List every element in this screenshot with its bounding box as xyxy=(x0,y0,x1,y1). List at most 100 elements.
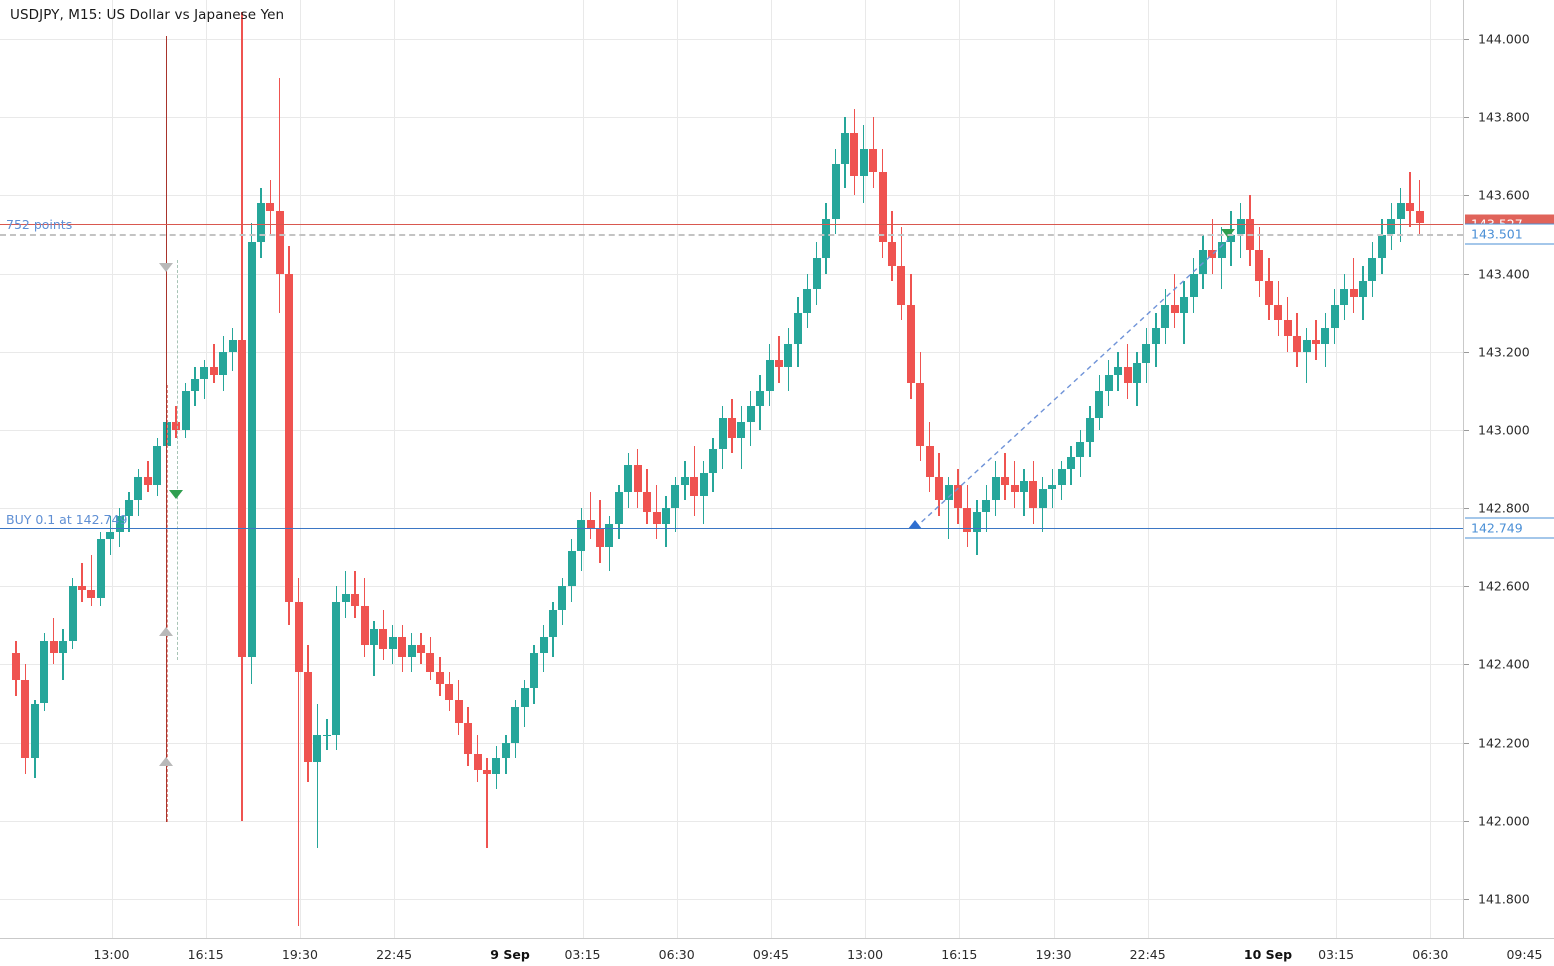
candle-bearish xyxy=(143,476,152,485)
candle-bullish xyxy=(1161,304,1170,329)
candle-wick xyxy=(1352,257,1355,313)
position-up-triangle[interactable] xyxy=(159,627,173,636)
price-tick-label: 142.800 xyxy=(1478,500,1530,516)
candle-bullish xyxy=(822,218,831,258)
time-tick-label: 13:00 xyxy=(847,947,884,962)
candle-bullish xyxy=(134,476,143,501)
current-price-line[interactable] xyxy=(0,223,1463,225)
candle-bullish xyxy=(313,734,322,763)
candle-bullish xyxy=(1368,257,1377,282)
candle-bearish xyxy=(1406,203,1415,212)
candle-bearish xyxy=(878,171,887,243)
sell-entry-down-triangle[interactable] xyxy=(159,263,173,272)
candle-bearish xyxy=(464,723,473,755)
take-profit-level-line[interactable] xyxy=(0,234,1463,237)
take-profit-price-tag[interactable]: 143.501 xyxy=(1465,223,1554,245)
candle-bullish xyxy=(125,500,134,516)
candle-bullish xyxy=(624,465,633,493)
candle-bullish xyxy=(793,312,802,344)
time-tick-label: 22:45 xyxy=(376,947,413,962)
candle-bullish xyxy=(671,484,680,509)
candle-bearish xyxy=(935,476,944,501)
buy-entry-up-triangle[interactable] xyxy=(908,520,922,529)
gridline-horizontal xyxy=(0,820,1463,822)
entry-price-line[interactable] xyxy=(0,528,1463,530)
stop-up-triangle[interactable] xyxy=(159,757,173,766)
candle-bearish xyxy=(916,383,925,446)
candle-bearish xyxy=(596,527,605,548)
date-tick-label: 10 Sep xyxy=(1243,947,1293,962)
candle-bullish xyxy=(1330,304,1339,329)
candle-bullish xyxy=(567,551,576,587)
time-tick-label: 16:15 xyxy=(941,947,978,962)
candle-bullish xyxy=(1359,281,1368,298)
candle-wick xyxy=(778,336,780,383)
candle-wick xyxy=(90,554,93,606)
candle-bullish xyxy=(1132,363,1141,383)
candle-bearish xyxy=(1293,336,1302,352)
candle-wick xyxy=(213,343,215,383)
price-tick-mark xyxy=(1464,195,1469,197)
candle-wick xyxy=(354,570,356,618)
candle-bearish xyxy=(869,148,878,172)
candle-bullish xyxy=(388,637,397,649)
price-axis[interactable]: 144.000 143.800 143.600 143.400 143.200 143.0… xyxy=(1463,0,1554,938)
candle-bullish xyxy=(699,472,708,497)
take-profit-hit-triangle[interactable] xyxy=(1221,229,1235,238)
chart-plot-area[interactable]: 752 points BUY 0.1 at 142.749 xyxy=(0,0,1463,938)
gridline-vertical xyxy=(676,0,678,938)
gridline-vertical xyxy=(1336,0,1338,938)
gridline-vertical xyxy=(770,0,772,938)
candle-bearish xyxy=(209,367,218,376)
candle-wick xyxy=(203,359,206,399)
entry-price-tag[interactable]: 142.749 xyxy=(1465,517,1554,539)
candle-bullish xyxy=(1114,367,1123,376)
candle-bullish xyxy=(247,242,256,657)
candle-bullish xyxy=(407,644,416,657)
price-tick-mark xyxy=(1464,273,1469,275)
candle-bullish xyxy=(1038,488,1047,509)
price-tick-mark xyxy=(1464,429,1469,431)
candle-bullish xyxy=(605,523,614,548)
candle-bearish xyxy=(379,629,388,649)
candle-bearish xyxy=(897,265,906,305)
candle-bullish xyxy=(982,500,991,512)
candle-bearish xyxy=(454,699,463,724)
candle-bullish xyxy=(1104,375,1113,391)
candle-bearish xyxy=(906,304,915,383)
candle-wick xyxy=(1305,328,1308,383)
price-tick-label: 143.000 xyxy=(1478,422,1530,438)
candle-bearish xyxy=(285,273,294,602)
gridline-vertical xyxy=(1147,0,1149,938)
candle-bearish xyxy=(1010,484,1019,493)
time-tick-label: 06:30 xyxy=(1412,947,1449,962)
gridline-horizontal xyxy=(0,39,1463,41)
candle-bullish xyxy=(190,379,199,391)
time-tick-label: 19:30 xyxy=(1035,947,1072,962)
take-profit-down-triangle[interactable] xyxy=(169,490,183,499)
candle-bullish xyxy=(1236,218,1245,235)
time-axis[interactable]: 13:00 16:15 19:30 22:45 9 Sep 03:15 06:30 09:45… xyxy=(0,938,1554,966)
candle-bullish xyxy=(332,601,341,735)
candle-bullish xyxy=(106,531,115,540)
candle-bearish xyxy=(1123,367,1132,383)
price-tick-label: 143.600 xyxy=(1478,187,1530,203)
time-tick-label: 13:00 xyxy=(93,947,130,962)
price-tick-mark xyxy=(1464,820,1469,822)
candle-bullish xyxy=(341,594,350,602)
candle-bullish xyxy=(1067,457,1076,469)
candle-bearish xyxy=(351,594,360,606)
candle-bullish xyxy=(115,515,124,532)
take-profit-label: 752 points xyxy=(6,217,73,233)
candle-bearish xyxy=(1029,480,1038,509)
price-tick-mark xyxy=(1464,39,1469,41)
gridline-horizontal xyxy=(0,351,1463,353)
candle-bullish xyxy=(1321,328,1330,344)
candle-bullish xyxy=(96,539,105,598)
candle-bullish xyxy=(1377,234,1386,258)
candle-wick xyxy=(297,578,300,927)
candle-bullish xyxy=(492,758,501,774)
candle-bearish xyxy=(266,203,275,212)
candle-bearish xyxy=(1001,476,1010,485)
gridline-vertical xyxy=(1430,0,1432,938)
